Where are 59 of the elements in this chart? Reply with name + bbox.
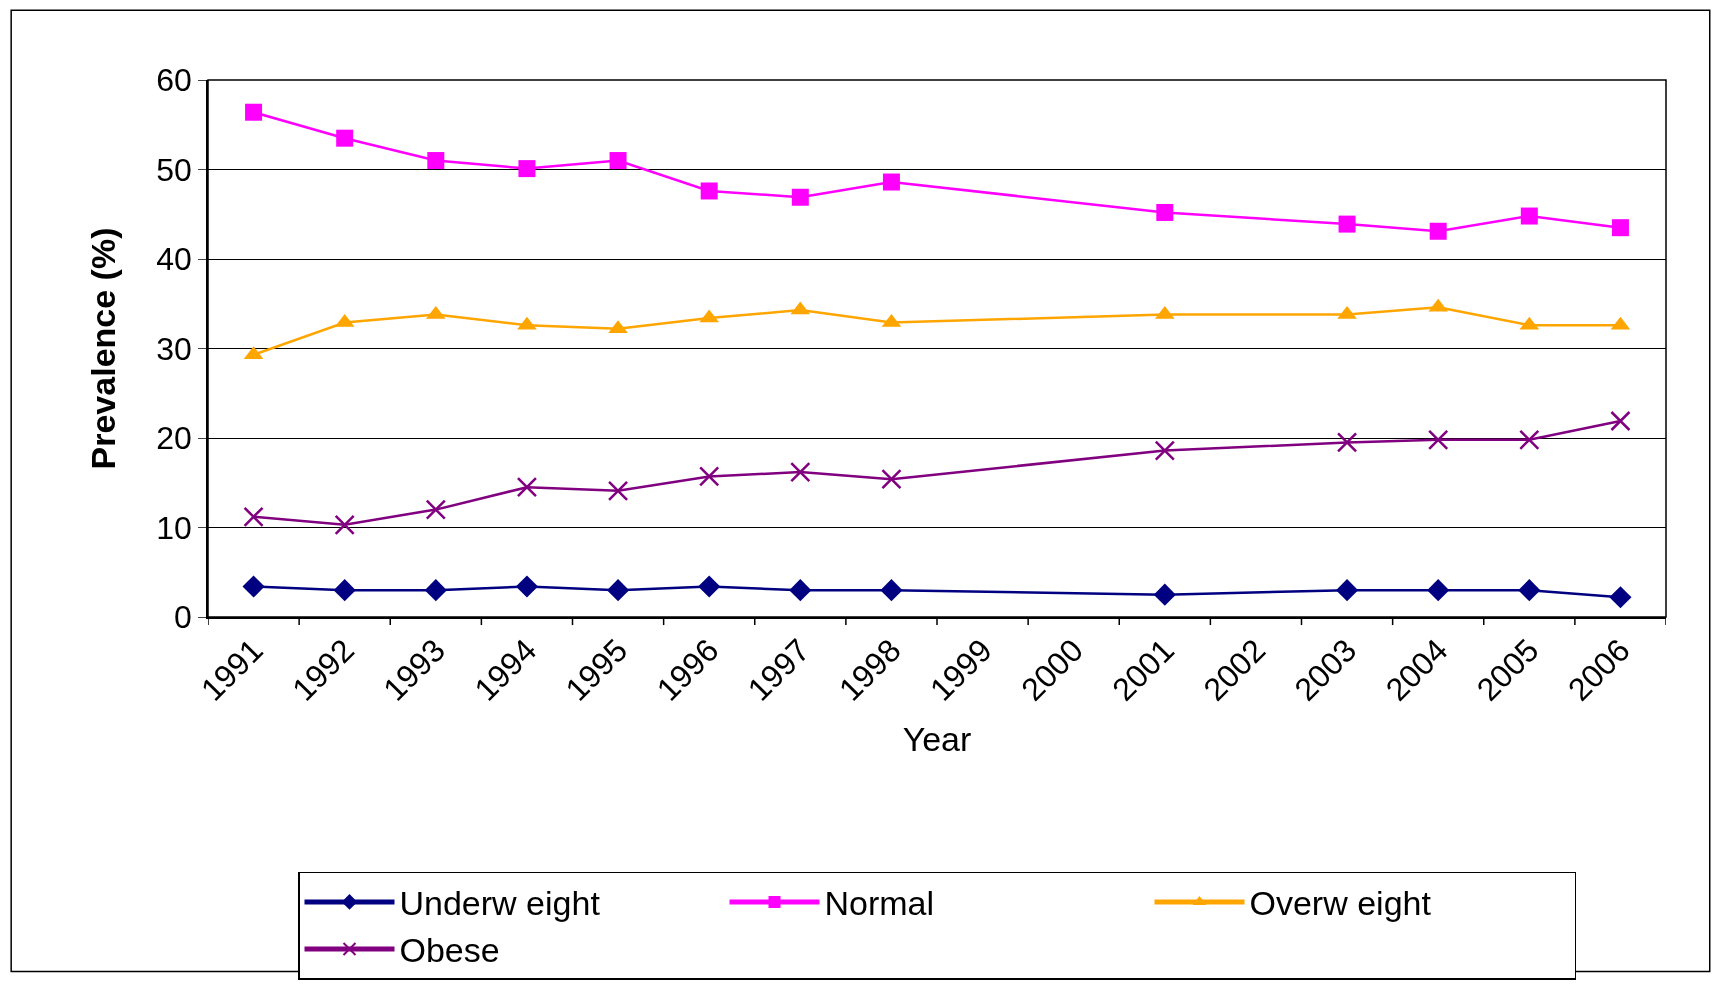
point xyxy=(515,575,538,598)
point xyxy=(245,103,263,121)
point xyxy=(1611,219,1629,237)
point xyxy=(427,152,445,170)
y-tick-label: 60 xyxy=(156,62,192,99)
point xyxy=(336,129,354,147)
point xyxy=(333,579,356,602)
point xyxy=(1427,579,1450,602)
point xyxy=(426,305,446,319)
y-tick-label: 10 xyxy=(156,509,192,546)
point xyxy=(880,579,903,602)
y-tick-label: 0 xyxy=(174,599,192,636)
point xyxy=(608,320,628,334)
legend-label: Overw eight xyxy=(1249,884,1432,923)
point xyxy=(1336,432,1358,453)
point xyxy=(882,173,900,191)
point xyxy=(1155,305,1175,319)
point xyxy=(699,309,719,323)
point xyxy=(1153,583,1176,606)
point xyxy=(700,182,718,200)
y-tick-label: 50 xyxy=(156,151,192,188)
point xyxy=(516,476,538,498)
point xyxy=(1429,222,1447,240)
point xyxy=(1336,579,1359,602)
point xyxy=(1609,586,1632,609)
point xyxy=(243,506,264,528)
point xyxy=(1338,215,1356,233)
y-tick-label: 40 xyxy=(156,241,192,278)
point xyxy=(517,316,537,330)
point xyxy=(698,466,720,487)
point xyxy=(242,575,265,598)
point xyxy=(790,461,811,483)
point xyxy=(425,499,447,520)
x-axis-title: Year xyxy=(902,719,972,758)
point xyxy=(1518,579,1541,602)
legend-label: Obese xyxy=(399,931,500,970)
point xyxy=(518,160,536,178)
point xyxy=(334,514,355,536)
point xyxy=(607,579,630,602)
point xyxy=(789,579,812,602)
point xyxy=(1519,429,1540,451)
point xyxy=(424,579,447,602)
point xyxy=(607,480,629,502)
point xyxy=(609,152,627,170)
point xyxy=(1427,429,1449,451)
y-tick-label: 30 xyxy=(156,330,192,367)
point xyxy=(1154,440,1176,461)
point xyxy=(881,468,902,490)
point xyxy=(1520,207,1538,225)
point xyxy=(1156,203,1174,221)
point xyxy=(1610,410,1631,432)
legend-label: Normal xyxy=(824,884,935,923)
point xyxy=(791,188,809,206)
y-axis-title: Prevalence (%) xyxy=(84,227,123,470)
point xyxy=(1337,305,1357,319)
y-tick-label: 20 xyxy=(156,420,192,457)
legend-label: Underw eight xyxy=(399,884,601,923)
point xyxy=(1428,298,1448,312)
point xyxy=(698,575,721,598)
